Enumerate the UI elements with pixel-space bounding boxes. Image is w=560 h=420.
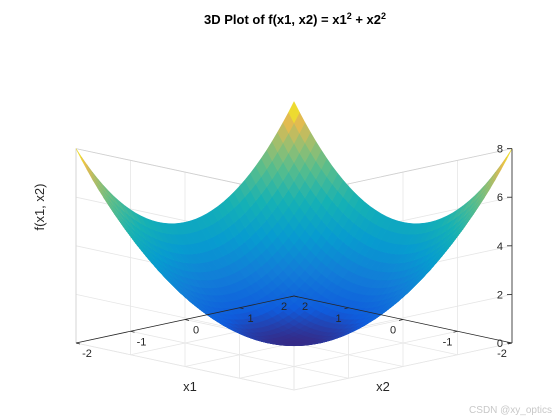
tick-labels: -2 -1 0 1 2 -2 -1 0 1 2 0 2 4 6 8 (82, 144, 507, 360)
x-tick-mark (453, 330, 458, 333)
y-tick-label: 2 (302, 301, 308, 313)
y-tick-mark (293, 295, 299, 298)
z-tick-label: 4 (497, 241, 503, 253)
z-tick-label: 0 (497, 338, 503, 350)
x-tick-label: 1 (335, 313, 341, 325)
y-tick-label: -1 (137, 336, 147, 348)
y-tick-label: 0 (193, 325, 199, 337)
y-tick-mark (239, 307, 244, 310)
surface-mesh (75, 101, 513, 347)
z-tick-label: 2 (497, 289, 503, 301)
x-tick-label: -2 (497, 348, 507, 360)
y-tick-mark (75, 342, 81, 345)
y-tick-mark (130, 330, 135, 333)
x-tick-label: -1 (443, 336, 453, 348)
grid-line (293, 342, 513, 391)
x-tick-label: 0 (390, 325, 396, 337)
watermark: CSDN @xy_optics (469, 405, 552, 416)
chart-title: 3D Plot of f(x1, x2) = x12 + x22 (204, 11, 386, 27)
x-tick-mark (398, 319, 404, 321)
axes-lines (75, 148, 513, 345)
x-tick-label: 2 (281, 301, 287, 313)
surface-facet (288, 101, 300, 124)
grid-line (130, 330, 349, 379)
y-axis-label: x2 (376, 379, 390, 394)
y-tick-mark (184, 319, 190, 321)
x-axis-label: x1 (183, 379, 197, 394)
z-tick-label: 8 (497, 144, 503, 156)
y-tick-label: 1 (247, 313, 253, 325)
z-tick-label: 6 (497, 192, 503, 204)
y-tick-label: -2 (82, 348, 92, 360)
grid-line (75, 342, 295, 391)
x-tick-mark (289, 295, 295, 298)
z-axis-label: f(x1, x2) (32, 184, 47, 231)
x-tick-mark (344, 307, 349, 310)
